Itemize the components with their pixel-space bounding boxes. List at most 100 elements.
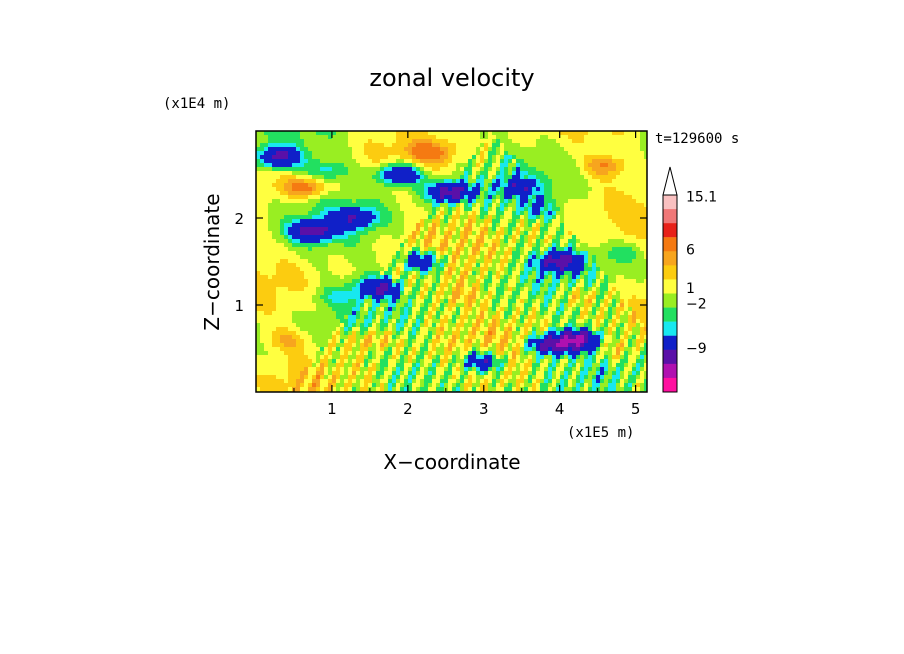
field-cell [328,303,333,308]
field-cell [564,231,569,236]
field-cell [380,331,385,336]
field-cell [520,263,525,268]
field-cell [360,235,365,240]
field-cell [496,275,501,280]
field-cell [300,167,305,172]
field-cell [452,291,457,296]
field-cell [404,319,409,324]
field-cell [328,203,333,208]
field-cell [440,319,445,324]
field-cell [272,143,277,148]
field-cell [464,263,469,268]
field-cell [396,275,401,280]
field-cell [500,135,505,140]
field-cell [536,159,541,164]
field-cell [568,163,573,168]
field-cell [612,187,617,192]
field-cell [368,327,373,332]
field-cell [604,183,609,188]
field-cell [604,147,609,152]
field-cell [464,271,469,276]
field-cell [616,287,621,292]
field-cell [456,267,461,272]
field-cell [348,151,353,156]
field-cell [624,251,629,256]
field-cell [580,171,585,176]
field-cell [560,179,565,184]
field-cell [480,231,485,236]
field-cell [444,267,449,272]
field-cell [376,315,381,320]
field-cell [484,203,489,208]
field-cell [620,279,625,284]
field-cell [480,175,485,180]
field-cell [540,279,545,284]
field-cell [460,275,465,280]
field-cell [468,231,473,236]
field-cell [576,255,581,260]
field-cell [636,271,641,276]
field-cell [612,267,617,272]
field-cell [392,167,397,172]
field-cell [304,291,309,296]
field-cell [408,319,413,324]
field-cell [328,143,333,148]
field-cell [464,275,469,280]
field-cell [608,227,613,232]
field-cell [532,155,537,160]
field-cell [532,203,537,208]
field-cell [376,195,381,200]
field-cell [416,267,421,272]
field-cell [412,207,417,212]
field-cell [604,283,609,288]
field-cell [344,219,349,224]
field-cell [332,295,337,300]
field-cell [560,239,565,244]
field-cell [616,271,621,276]
field-cell [528,275,533,280]
field-cell [336,287,341,292]
field-cell [260,215,265,220]
field-cell [332,191,337,196]
field-cell [496,311,501,316]
field-cell [524,135,529,140]
field-cell [336,331,341,336]
field-cell [488,207,493,212]
field-cell [440,307,445,312]
field-cell [316,171,321,176]
field-cell [384,235,389,240]
field-cell [536,199,541,204]
field-cell [500,315,505,320]
field-cell [616,179,621,184]
field-cell [320,279,325,284]
field-cell [492,159,497,164]
field-cell [416,235,421,240]
field-cell [548,227,553,232]
field-cell [392,151,397,156]
field-cell [532,147,537,152]
field-cell [440,291,445,296]
field-cell [496,303,501,308]
field-cell [384,215,389,220]
field-cell [272,287,277,292]
field-cell [588,207,593,212]
field-cell [560,299,565,304]
field-cell [536,215,541,220]
field-cell [304,259,309,264]
field-cell [268,179,273,184]
field-cell [500,155,505,160]
field-cell [452,327,457,332]
field-cell [376,283,381,288]
field-cell [372,131,377,136]
field-cell [272,203,277,208]
field-cell [268,215,273,220]
field-cell [432,219,437,224]
field-cell [472,215,477,220]
field-cell [608,259,613,264]
field-cell [628,251,633,256]
field-cell [296,331,301,336]
field-cell [424,151,429,156]
field-cell [428,143,433,148]
field-cell [640,203,645,208]
field-cell [432,139,437,144]
